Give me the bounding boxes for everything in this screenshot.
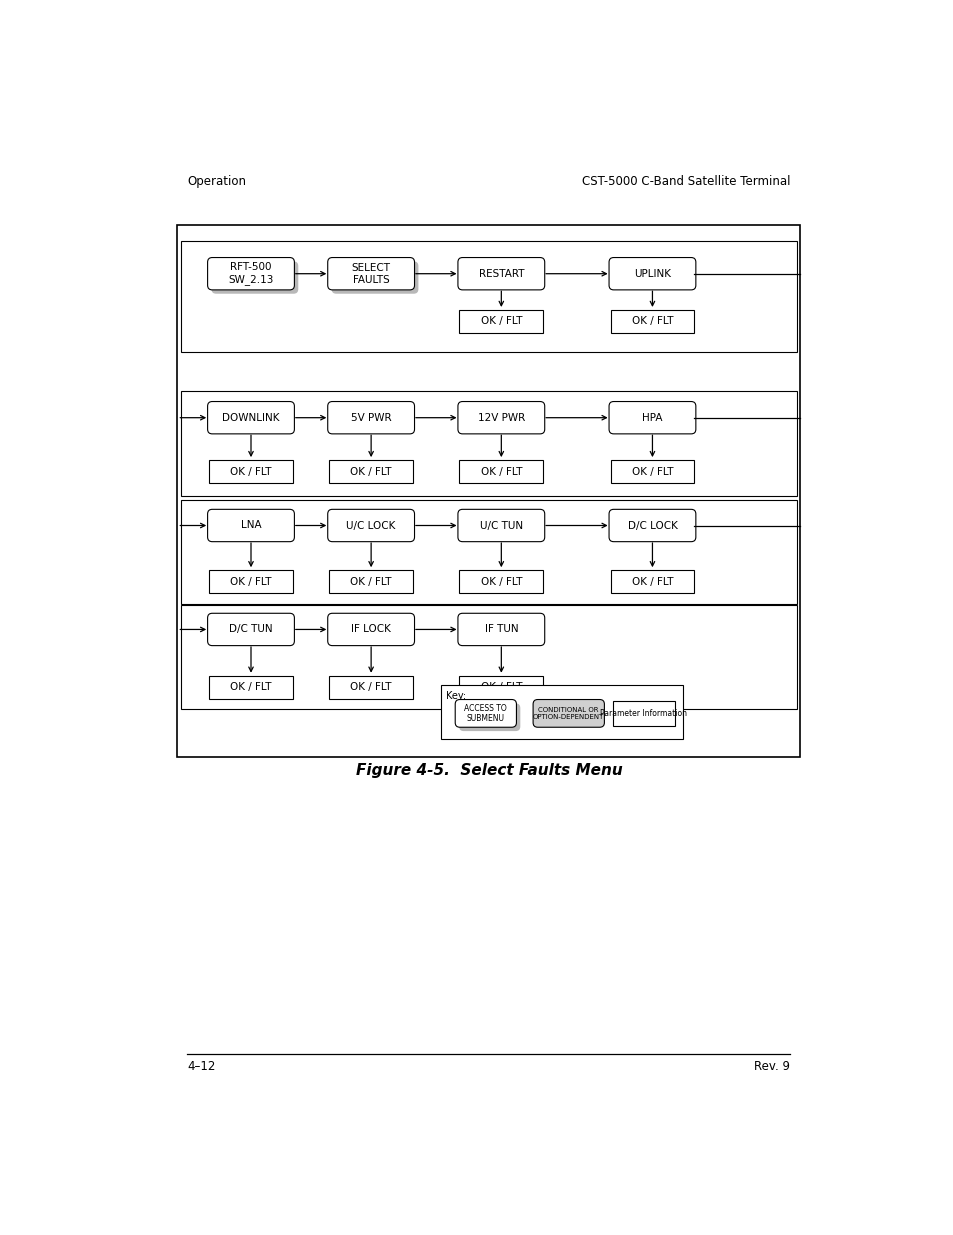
- FancyBboxPatch shape: [533, 699, 604, 727]
- Text: OK / FLT: OK / FLT: [230, 577, 272, 587]
- FancyBboxPatch shape: [328, 258, 415, 290]
- Text: Parameter Information: Parameter Information: [599, 709, 687, 718]
- Text: U/C LOCK: U/C LOCK: [346, 520, 395, 531]
- FancyBboxPatch shape: [328, 614, 415, 646]
- Text: OK / FLT: OK / FLT: [480, 316, 521, 326]
- FancyBboxPatch shape: [208, 509, 294, 542]
- FancyBboxPatch shape: [608, 401, 695, 433]
- FancyBboxPatch shape: [455, 699, 516, 727]
- FancyBboxPatch shape: [208, 614, 294, 646]
- Bar: [209, 676, 293, 699]
- Bar: [440, 685, 682, 739]
- Text: UPLINK: UPLINK: [634, 269, 670, 279]
- Bar: [181, 500, 796, 604]
- Bar: [181, 605, 796, 709]
- Text: Operation: Operation: [187, 175, 246, 188]
- Bar: [612, 701, 674, 726]
- Text: OK / FLT: OK / FLT: [631, 316, 673, 326]
- Bar: [209, 571, 293, 593]
- Text: LNA: LNA: [240, 520, 261, 531]
- FancyBboxPatch shape: [332, 262, 418, 294]
- Bar: [459, 310, 542, 333]
- Bar: [610, 461, 694, 483]
- Text: OK / FLT: OK / FLT: [480, 577, 521, 587]
- FancyBboxPatch shape: [328, 509, 415, 542]
- Text: RFT-500
SW_2.13: RFT-500 SW_2.13: [228, 263, 274, 285]
- Text: RESTART: RESTART: [478, 269, 523, 279]
- FancyBboxPatch shape: [457, 401, 544, 433]
- Text: ACCESS TO
SUBMENU: ACCESS TO SUBMENU: [464, 704, 507, 722]
- Text: OK / FLT: OK / FLT: [631, 467, 673, 477]
- Text: Key:: Key:: [446, 692, 466, 701]
- Text: OK / FLT: OK / FLT: [350, 682, 392, 692]
- Bar: [610, 310, 694, 333]
- Text: 12V PWR: 12V PWR: [477, 412, 524, 422]
- FancyBboxPatch shape: [608, 258, 695, 290]
- FancyBboxPatch shape: [457, 614, 544, 646]
- Bar: [209, 461, 293, 483]
- Text: OK / FLT: OK / FLT: [350, 467, 392, 477]
- Bar: [610, 571, 694, 593]
- Bar: [329, 571, 413, 593]
- Text: OK / FLT: OK / FLT: [230, 682, 272, 692]
- Text: HPA: HPA: [641, 412, 662, 422]
- Text: OK / FLT: OK / FLT: [480, 467, 521, 477]
- Bar: [181, 241, 796, 352]
- FancyBboxPatch shape: [457, 509, 544, 542]
- Text: Rev. 9: Rev. 9: [754, 1061, 790, 1073]
- Bar: [459, 676, 542, 699]
- Bar: [177, 225, 800, 757]
- Text: U/C TUN: U/C TUN: [479, 520, 522, 531]
- FancyBboxPatch shape: [208, 258, 294, 290]
- Bar: [459, 571, 542, 593]
- FancyBboxPatch shape: [458, 704, 519, 731]
- FancyBboxPatch shape: [208, 401, 294, 433]
- Text: OK / FLT: OK / FLT: [230, 467, 272, 477]
- Text: OK / FLT: OK / FLT: [350, 577, 392, 587]
- FancyBboxPatch shape: [457, 258, 544, 290]
- Text: CST-5000 C-Band Satellite Terminal: CST-5000 C-Band Satellite Terminal: [581, 175, 790, 188]
- Bar: [181, 390, 796, 496]
- Text: SELECT
FAULTS: SELECT FAULTS: [352, 263, 390, 284]
- Text: Figure 4-5.  Select Faults Menu: Figure 4-5. Select Faults Menu: [355, 763, 621, 778]
- Text: IF LOCK: IF LOCK: [351, 625, 391, 635]
- FancyBboxPatch shape: [328, 401, 415, 433]
- Text: IF TUN: IF TUN: [484, 625, 517, 635]
- Text: DOWNLINK: DOWNLINK: [222, 412, 279, 422]
- Text: D/C LOCK: D/C LOCK: [627, 520, 677, 531]
- FancyBboxPatch shape: [608, 509, 695, 542]
- Text: 4–12: 4–12: [187, 1061, 215, 1073]
- Text: CONDITIONAL OR
OPTION-DEPENDENT: CONDITIONAL OR OPTION-DEPENDENT: [533, 706, 604, 720]
- Bar: [329, 461, 413, 483]
- Text: D/C TUN: D/C TUN: [229, 625, 273, 635]
- Text: OK / FLT: OK / FLT: [480, 682, 521, 692]
- Text: OK / FLT: OK / FLT: [631, 577, 673, 587]
- Bar: [459, 461, 542, 483]
- Text: 5V PWR: 5V PWR: [351, 412, 391, 422]
- Bar: [329, 676, 413, 699]
- FancyBboxPatch shape: [212, 262, 298, 294]
